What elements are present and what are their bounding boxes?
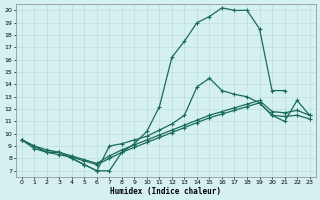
X-axis label: Humidex (Indice chaleur): Humidex (Indice chaleur) bbox=[110, 187, 221, 196]
